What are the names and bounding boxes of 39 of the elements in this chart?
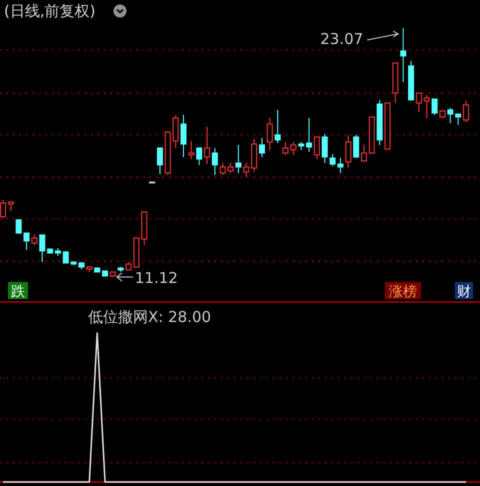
candlestick — [424, 94, 430, 119]
candlestick — [306, 118, 312, 152]
candlestick — [337, 158, 344, 174]
candlestick — [156, 147, 163, 175]
candlestick — [180, 114, 186, 158]
candlestick — [228, 162, 234, 174]
candlestick — [314, 136, 320, 160]
candlestick — [212, 148, 218, 176]
candlestick — [290, 141, 296, 156]
annotation: 11.12 — [134, 269, 178, 287]
candlestick — [220, 162, 226, 176]
candlestick — [432, 98, 438, 116]
text: 跌 — [11, 284, 25, 300]
text: 财 — [457, 284, 471, 300]
candlestick — [330, 154, 336, 166]
candlestick — [204, 126, 210, 165]
candlestick — [345, 134, 352, 169]
candlestick — [31, 234, 38, 246]
candlestick — [188, 140, 194, 160]
candlestick — [235, 144, 242, 174]
candlestick — [353, 134, 360, 159]
annotation: 23.07 — [320, 30, 364, 48]
candlestick — [24, 232, 30, 250]
candlestick — [274, 109, 281, 144]
candlestick — [416, 92, 422, 112]
candlestick — [266, 118, 273, 150]
candlestick — [282, 141, 289, 156]
candlestick — [400, 28, 406, 82]
candlestick — [196, 146, 202, 166]
candlestick — [258, 138, 265, 158]
chart-title: 低位撒网X: 28.00 — [88, 308, 212, 326]
candlestick — [0, 199, 6, 219]
chart-title: (日线,前复权) — [4, 2, 96, 20]
candlestick — [322, 134, 328, 164]
candlestick — [463, 100, 469, 122]
candlestick — [39, 234, 46, 262]
text: 涨榜 — [389, 284, 417, 300]
candlestick — [16, 218, 22, 234]
candlestick — [360, 144, 367, 162]
